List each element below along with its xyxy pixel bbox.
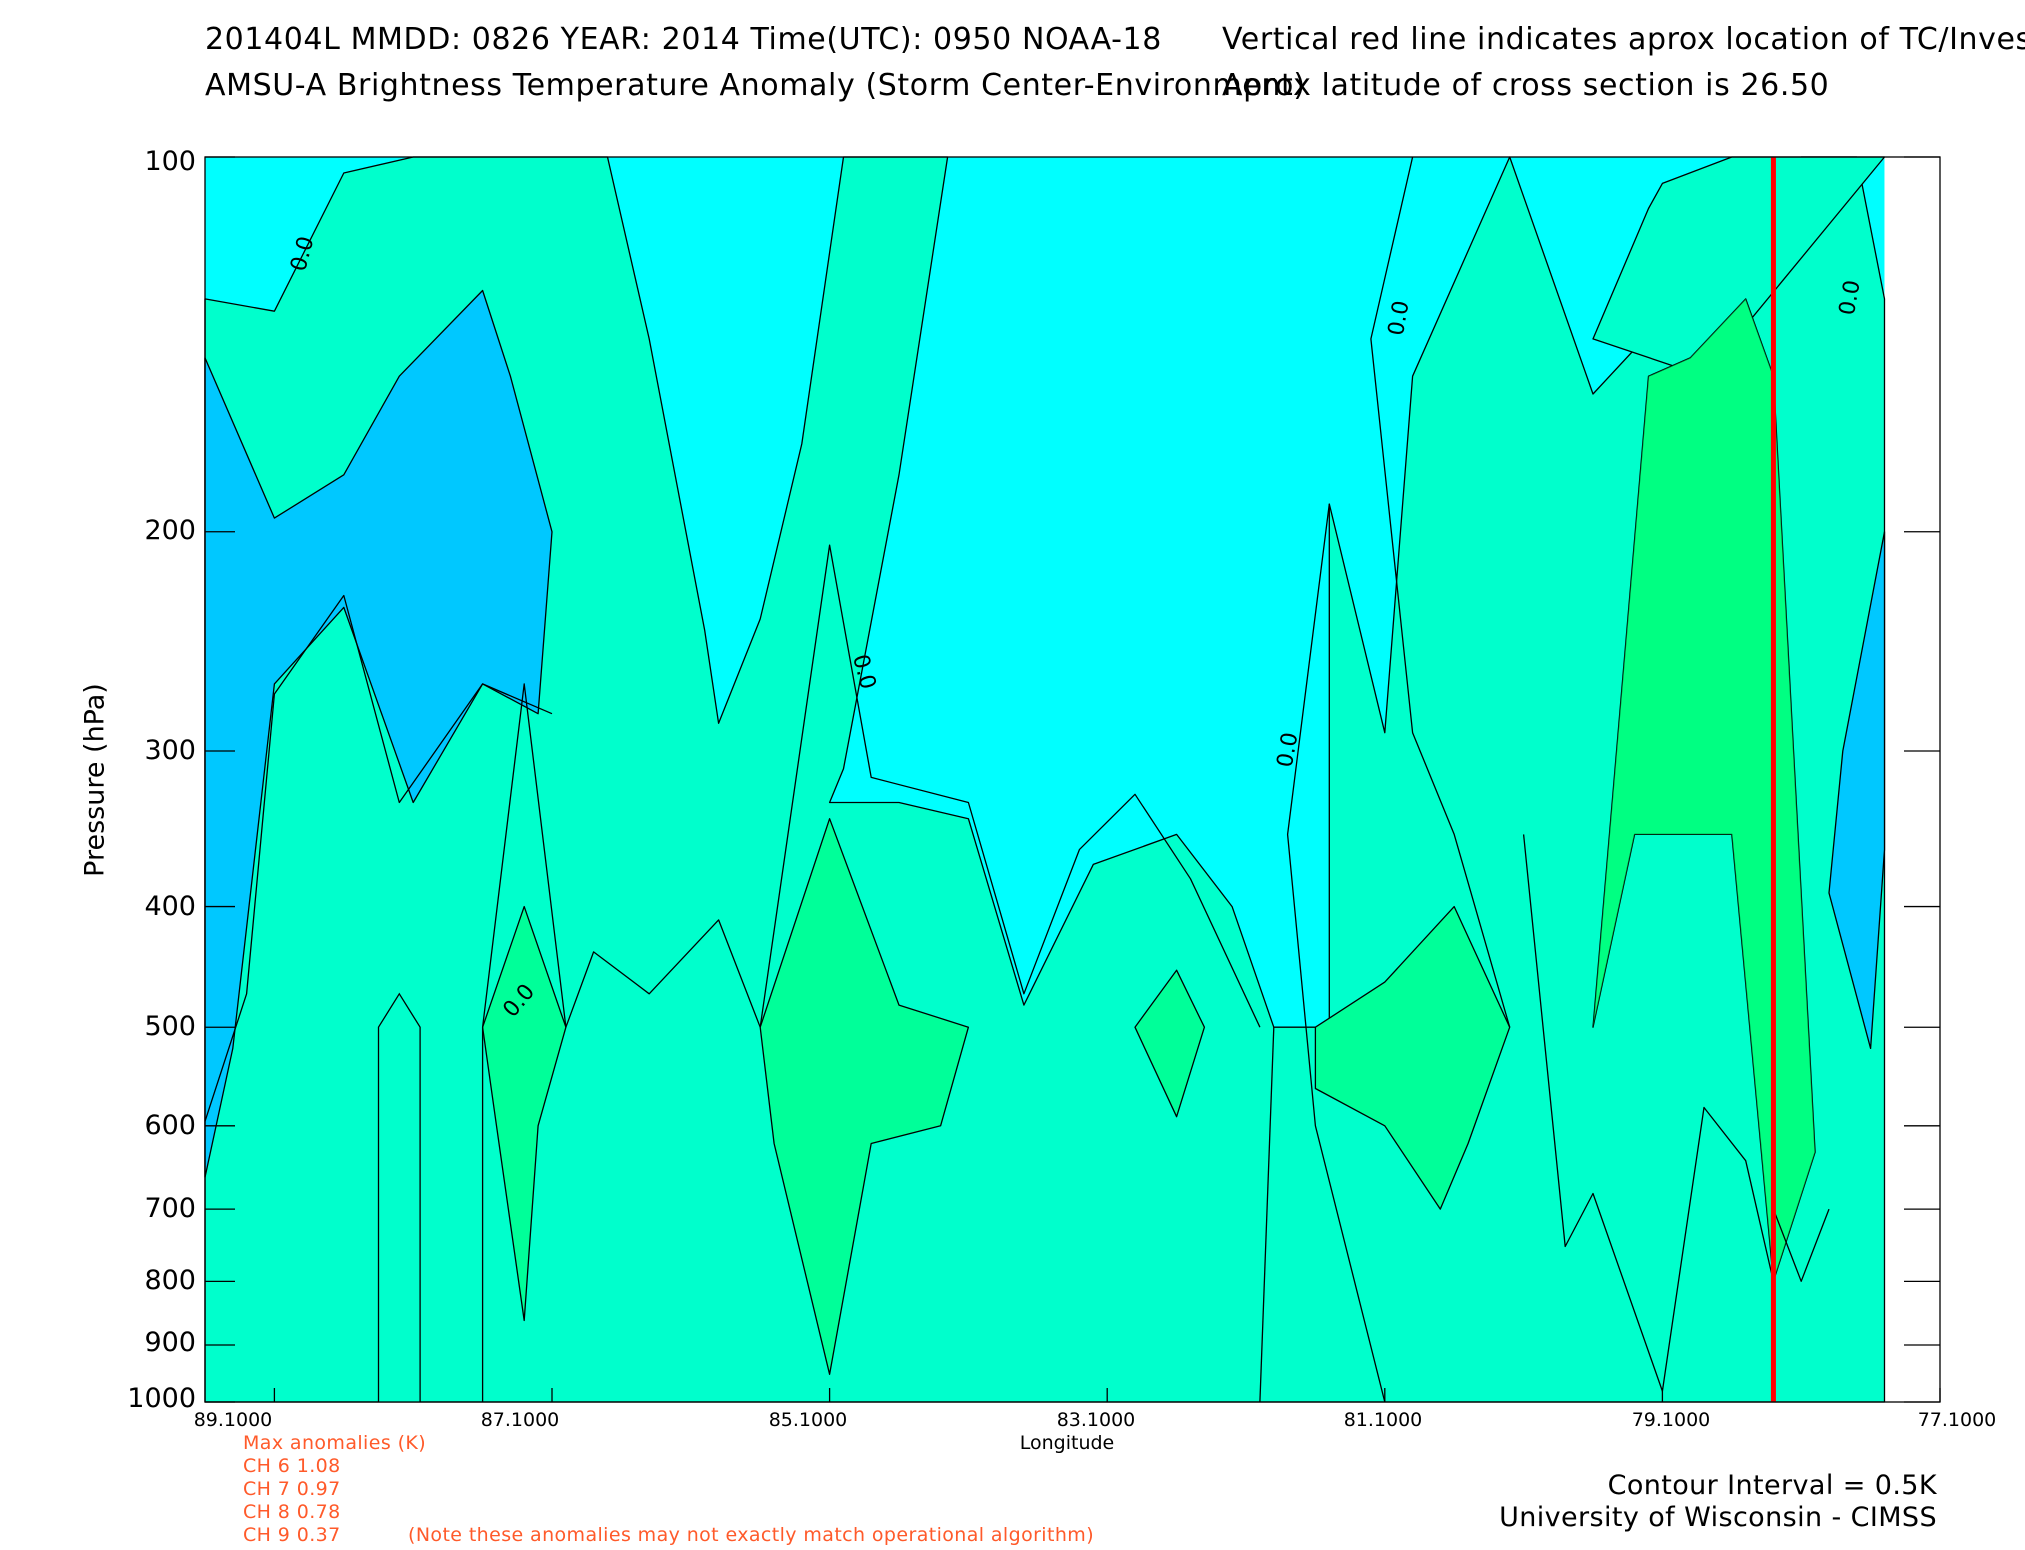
contour-label-5: 0.0 [1835, 278, 1866, 317]
credit-line: University of Wisconsin - CIMSS [1499, 1502, 1937, 1533]
y-tick-label-200: 200 [144, 515, 196, 546]
x-axis-label: Longitude [1019, 1432, 1115, 1454]
contour-label-4: 0.0 [1384, 299, 1415, 338]
y-axis-label: Pressure (hPa) [79, 683, 111, 877]
latitude-note: Aprox latitude of cross section is 26.50 [1222, 68, 1830, 103]
contour-region-3 [1314, 905, 1511, 1210]
x-tick-label-85: 85.1000 [768, 1409, 848, 1431]
contour-interval: Contour Interval = 0.5K [1607, 1470, 1937, 1501]
contour-line-7 [1772, 1208, 1830, 1282]
max-anomalies-title: Max anomalies (K) [243, 1432, 427, 1454]
max-anomaly-ch9: CH 9 0.37 [243, 1524, 341, 1546]
y-tick-label-400: 400 [144, 891, 196, 922]
max-anomaly-ch8: CH 8 0.78 [243, 1501, 341, 1523]
contour-region-7 [204, 289, 553, 1178]
x-tick-label-81: 81.1000 [1343, 1409, 1423, 1431]
max-anomaly-ch7: CH 7 0.97 [243, 1478, 341, 1500]
plot-frame [204, 156, 1941, 1403]
contour-region-2 [1592, 298, 1816, 1282]
contour-line-1 [481, 683, 761, 1028]
x-tick-label-77: 77.1000 [1917, 1409, 1997, 1431]
x-tick-label-87: 87.1000 [480, 1409, 560, 1431]
contour-label-2: 0.0 [1273, 730, 1304, 769]
y-tick-label-700: 700 [144, 1193, 196, 1224]
y-tick-label-300: 300 [144, 735, 196, 766]
x-tick-label-83: 83.1000 [1056, 1409, 1136, 1431]
anomaly-disclaimer: (Note these anomalies may not exactly ma… [408, 1524, 1095, 1546]
x-tick-label-89: 89.1000 [193, 1409, 273, 1431]
contour-region-8 [1828, 531, 1886, 1050]
x-tick-label-79: 79.1000 [1631, 1409, 1711, 1431]
y-tick-label-800: 800 [144, 1265, 196, 1296]
header-title: 201404L MMDD: 0826 YEAR: 2014 Time(UTC):… [205, 22, 1162, 57]
y-tick-label-100: 100 [144, 146, 196, 177]
contour-line-3 [1259, 1027, 1275, 1403]
header-subtitle: AMSU-A Brightness Temperature Anomaly (S… [205, 68, 1306, 103]
contour-line-5 [1370, 156, 1511, 1028]
contour-line-0 [204, 594, 553, 1122]
contour-region-6 [1134, 969, 1206, 1118]
y-tick-label-600: 600 [144, 1110, 196, 1141]
contour-region-5 [481, 905, 567, 1322]
contour-line-4 [1286, 503, 1386, 1403]
y-tick-label-1000: 1000 [127, 1383, 196, 1414]
y-tick-label-500: 500 [144, 1011, 196, 1042]
contour-region-4 [759, 818, 970, 1375]
warm-core-overlay [1593, 298, 1816, 1282]
y-tick-label-900: 900 [144, 1327, 196, 1358]
max-anomaly-ch6: CH 6 1.08 [243, 1455, 341, 1477]
red-line-note: Vertical red line indicates aprox locati… [1222, 22, 2025, 57]
contour-spike-left [377, 992, 421, 1402]
contour-line-2 [759, 544, 1261, 1028]
field-no-data [1884, 157, 1940, 1402]
